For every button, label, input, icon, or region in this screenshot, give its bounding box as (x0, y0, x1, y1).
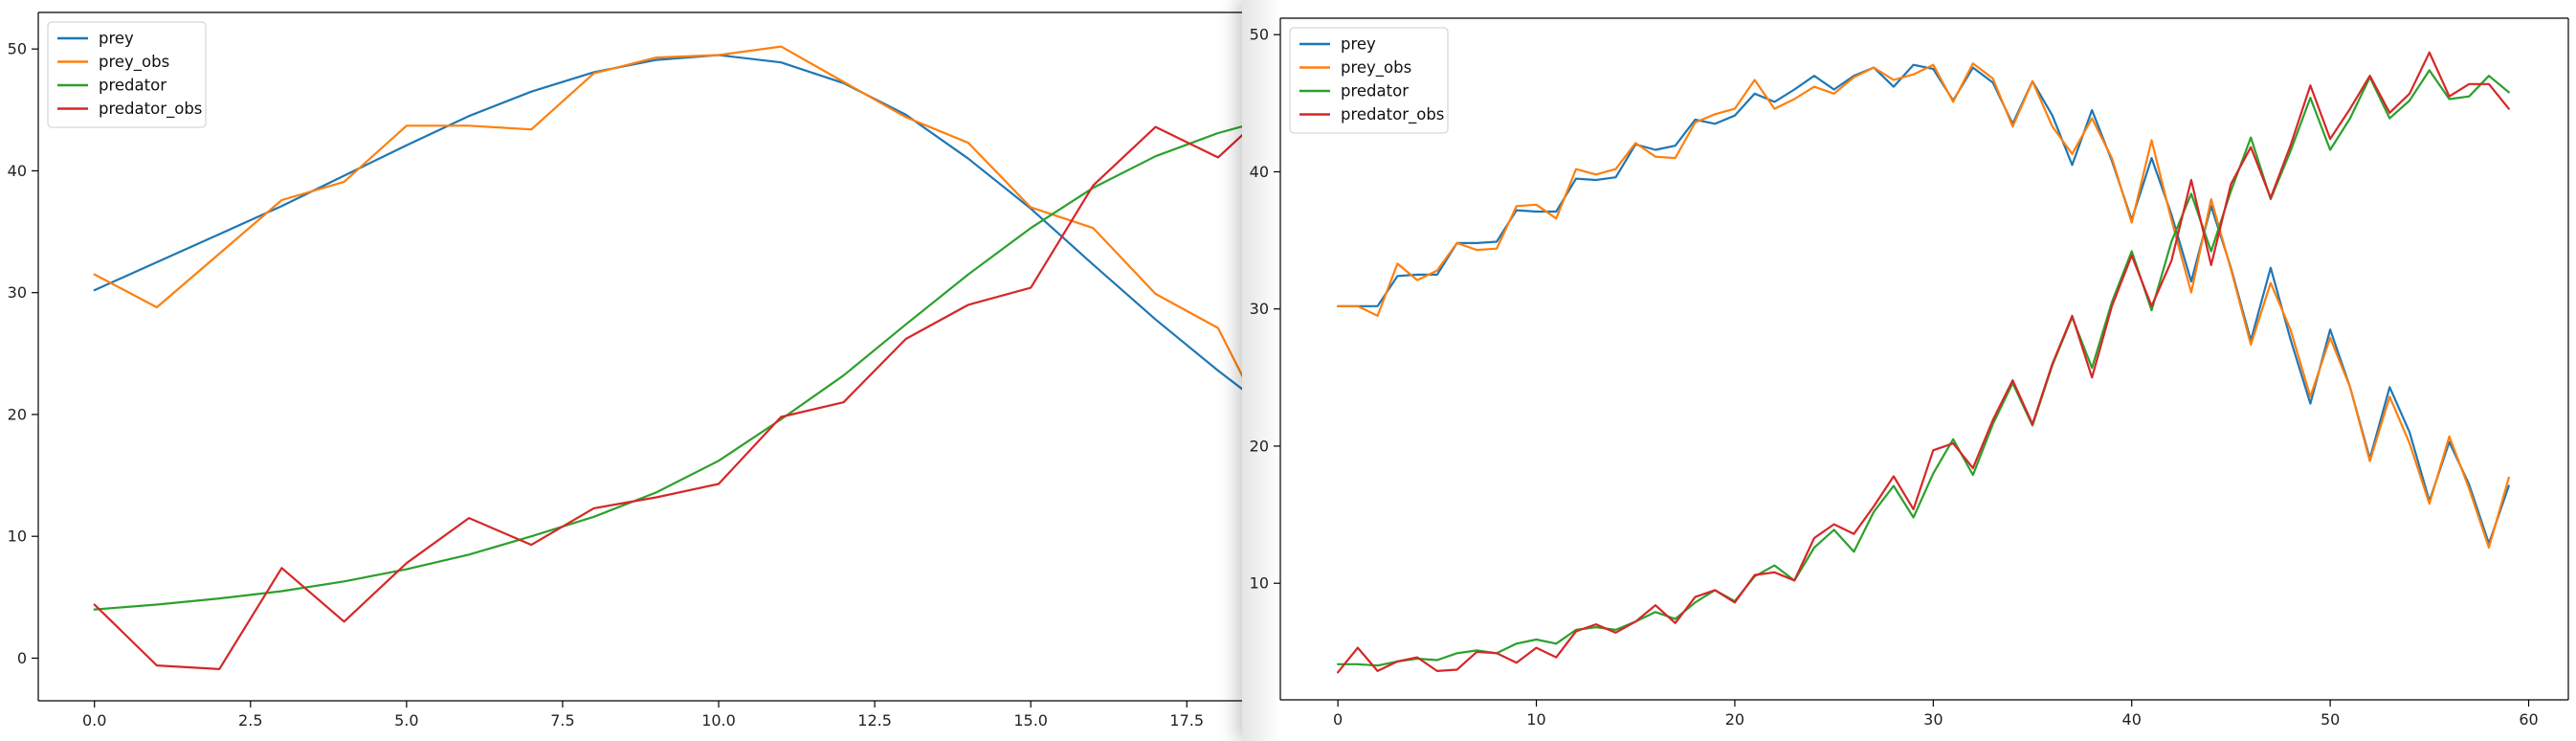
series-line-prey-obs (93, 45, 1244, 382)
legend: prey prey_obs predator predator_obs (47, 21, 207, 128)
y-tick-label: 50 (1250, 26, 1269, 44)
legend-frame (1289, 27, 1449, 134)
legend-label-predator: predator (1341, 82, 1409, 101)
x-tick-label: 17.5 (1169, 711, 1204, 730)
y-tick-label: 50 (8, 40, 27, 58)
series-line-prey-obs (1337, 62, 2510, 550)
series-line-prey (93, 54, 1244, 393)
series-line-prey (1337, 63, 2510, 545)
y-tick-label: 40 (1250, 163, 1269, 181)
legend-label-predator-obs: predator_obs (99, 100, 202, 119)
legend-label-predator: predator (99, 77, 167, 95)
y-tick-label: 30 (1250, 300, 1269, 318)
legend-label-prey-obs: prey_obs (1341, 58, 1411, 78)
x-tick-label: 10.0 (701, 711, 736, 730)
chart-panel-right: 10 20 30 40 50 0 10 20 30 40 50 60 prey prey_obspreda… (1242, 0, 2576, 741)
series-line-predator (93, 124, 1244, 611)
series-line-predator-obs (93, 125, 1244, 670)
series-line-predator-obs (1337, 51, 2510, 674)
y-tick-label: 0 (17, 649, 27, 667)
line-chart-right: 10 20 30 40 50 0 10 20 30 40 50 60 prey prey_obspreda… (1250, 17, 2569, 729)
y-tick-label: 10 (8, 528, 27, 546)
series-line-predator (1337, 69, 2510, 667)
x-tick-label: 0.0 (82, 711, 106, 730)
legend-label-prey: prey (99, 30, 134, 48)
x-tick-label: 60 (2519, 710, 2538, 729)
x-tick-label: 50 (2321, 710, 2340, 729)
y-tick-label: 30 (8, 283, 27, 302)
x-tick-label: 7.5 (550, 711, 574, 730)
legend-frame (47, 21, 207, 128)
legend: prey prey_obs predator predator_obs (1289, 27, 1449, 134)
legend-label-predator-obs: predator_obs (1341, 105, 1444, 124)
x-tick-label: 0 (1333, 710, 1343, 729)
x-tick-label: 20 (1725, 710, 1744, 729)
x-tick-label: 15.0 (1013, 711, 1048, 730)
legend-label-prey: prey (1341, 35, 1376, 54)
x-tick-label: 2.5 (238, 711, 262, 730)
series-group (93, 45, 1244, 670)
y-tick-label: 20 (1250, 437, 1269, 455)
series-group (1337, 51, 2510, 674)
y-tick-label: 40 (8, 162, 27, 180)
y-tick-label: 20 (8, 405, 27, 423)
line-chart-left: 0 10 20 30 40 50 0.0 2.5 5.0 7.5 10.0 12.5 15.0 17.5 p… (8, 11, 1244, 730)
x-tick-label: 5.0 (394, 711, 418, 730)
legend-label-prey-obs: prey_obs (99, 53, 169, 72)
x-tick-label: 40 (2122, 710, 2142, 729)
x-tick-label: 12.5 (857, 711, 892, 730)
window-shadow (1242, 0, 1280, 741)
chart-panel-left: 0 10 20 30 40 50 0.0 2.5 5.0 7.5 10.0 12.5 15.0 17.5 p… (0, 0, 1244, 741)
x-tick-label: 30 (1923, 710, 1943, 729)
y-tick-label: 10 (1250, 574, 1269, 593)
x-tick-label: 10 (1526, 710, 1545, 729)
